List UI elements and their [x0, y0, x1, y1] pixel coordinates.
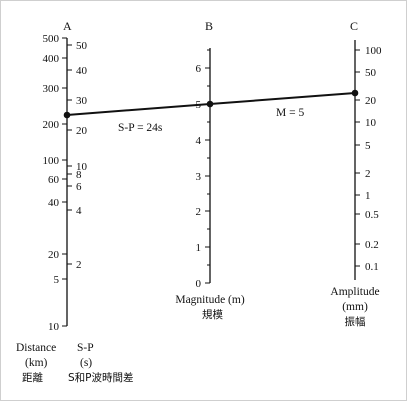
axis-b	[205, 48, 211, 284]
distance-tick-label: 300	[43, 83, 60, 95]
sp-tick-label: 10	[76, 161, 88, 173]
magnitude-tick-label: 3	[196, 171, 202, 183]
axis-letter-c: C	[350, 19, 358, 33]
magnitude-tick-label: 6	[196, 63, 202, 75]
axis-letter-b: B	[205, 19, 213, 33]
distance-tick-label: 200	[43, 119, 60, 131]
distance-unit: (km)	[25, 357, 48, 369]
axis-c	[354, 40, 360, 280]
magnitude-translation: 規模	[202, 309, 223, 321]
distance-tick-label: 100	[43, 155, 60, 167]
axis-a	[62, 37, 72, 327]
distance-tick-label: 40	[48, 197, 60, 209]
amplitude-tick-label: 0.5	[365, 209, 379, 221]
amplitude-unit: (mm)	[342, 301, 368, 313]
amplitude-tick-label: 10	[365, 117, 377, 129]
amplitude-tick-label: 20	[365, 95, 377, 107]
sp-caption: S-P	[77, 342, 94, 354]
distance-tick-label: 20	[48, 249, 60, 261]
sp-unit: (s)	[80, 357, 92, 369]
magnitude-tick-label: 1	[196, 242, 202, 254]
sp-tick-labels: 50 40 30 20 10 8 6 4 2	[76, 40, 88, 271]
distance-tick-label: 60	[48, 174, 60, 186]
sp-tick-label: 8	[76, 169, 82, 181]
point-a	[63, 111, 71, 119]
amplitude-tick-label: 0.2	[365, 239, 379, 251]
magnitude-tick-labels: 6 5 4 3 2 1 0	[196, 63, 202, 290]
magnitude-tick-label: 0	[196, 278, 202, 290]
distance-translation: 距離	[22, 371, 43, 384]
amplitude-caption: Amplitude	[330, 286, 379, 298]
amplitude-tick-label: 1	[365, 190, 371, 202]
amplitude-tick-label: 100	[365, 45, 382, 57]
sp-tick-label: 6	[76, 181, 82, 193]
distance-tick-label: 400	[43, 53, 60, 65]
point-b	[206, 100, 214, 108]
distance-tick-label: 500	[43, 33, 60, 45]
magnitude-value-label: M = 5	[276, 107, 304, 119]
amplitude-translation: 振幅	[345, 315, 366, 328]
magnitude-tick-label: 4	[196, 135, 202, 147]
amplitude-tick-labels: 100 50 20 10 5 2 1 0.5 0.2 0.1	[365, 45, 382, 273]
sp-tick-label: 2	[76, 259, 82, 271]
sp-tick-label: 50	[76, 40, 88, 52]
amplitude-tick-label: 0.1	[365, 261, 379, 273]
distance-caption: Distance	[16, 342, 56, 354]
sp-tick-label: 4	[76, 205, 82, 217]
connecting-line-b-c	[209, 92, 356, 105]
point-c	[351, 89, 359, 97]
sp-translation: S和P波時間差	[68, 371, 134, 384]
distance-tick-label: 10	[48, 321, 60, 333]
sp-value-label: S-P = 24s	[118, 122, 163, 134]
sp-tick-label: 30	[76, 95, 88, 107]
distance-tick-labels: 500 400 300 200 100 60 40 20 5 10	[43, 33, 60, 333]
magnitude-tick-label: 2	[196, 206, 202, 218]
amplitude-tick-label: 50	[365, 67, 377, 79]
amplitude-tick-label: 5	[365, 140, 371, 152]
amplitude-tick-label: 2	[365, 168, 371, 180]
distance-tick-label: 5	[54, 274, 60, 286]
sp-tick-label: 40	[76, 65, 88, 77]
solution-line	[63, 89, 359, 119]
connecting-line-a-b	[66, 103, 211, 116]
axis-letter-a: A	[63, 19, 72, 33]
sp-tick-label: 20	[76, 125, 88, 137]
magnitude-caption: Magnitude (m)	[175, 294, 244, 306]
